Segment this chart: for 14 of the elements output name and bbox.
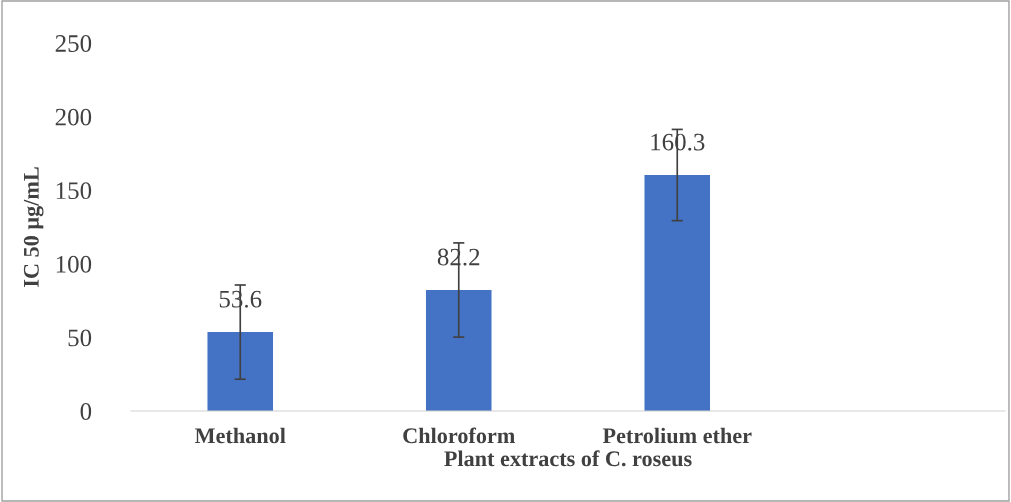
y-axis-title: IC 50 µg/mL: [23, 167, 44, 287]
y-tick-label: 0: [80, 403, 92, 420]
bar: [425, 290, 492, 411]
x-tick-label: Petrolium ether: [602, 427, 752, 444]
y-tick-label: 50: [68, 329, 92, 347]
y-tick-label: 250: [55, 35, 92, 52]
y-tick-label: 200: [55, 108, 92, 126]
y-tick-label: 150: [56, 182, 92, 200]
x-tick-label: Chloroform: [403, 427, 515, 444]
bar: [644, 175, 711, 411]
x-tick-label: Methanol: [194, 427, 286, 444]
bar: [207, 332, 274, 411]
y-tick-label: 100: [56, 255, 92, 273]
x-axis-title: Plant extracts of C. roseus: [444, 450, 692, 467]
